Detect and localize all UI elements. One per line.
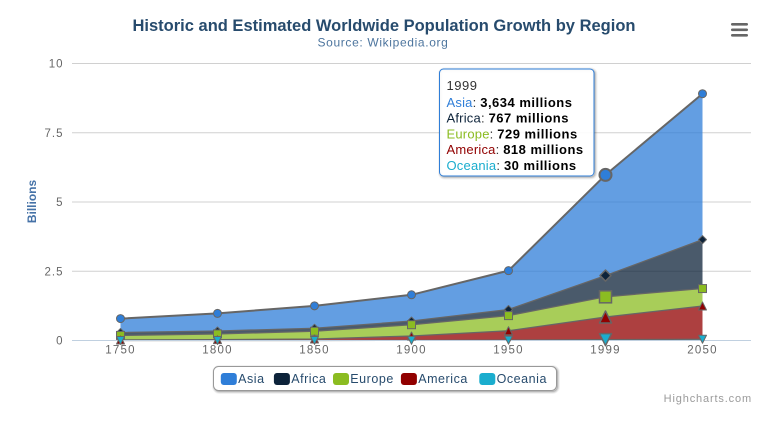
svg-text:Highcharts.com: Highcharts.com [664,393,752,405]
svg-text:1850: 1850 [299,345,329,357]
svg-text:Billions: Billions [25,180,39,224]
svg-text:1900: 1900 [396,345,426,357]
svg-text:America: 818 millions: America: 818 millions [447,142,584,157]
svg-text:Europe: 729 millions: Europe: 729 millions [447,126,578,141]
svg-text:7.5: 7.5 [45,128,64,140]
svg-text:Oceania: Oceania [497,372,547,386]
svg-text:Historic and Estimated Worldwi: Historic and Estimated Worldwide Populat… [133,17,636,35]
svg-text:2.5: 2.5 [45,266,64,278]
svg-text:0: 0 [56,336,63,348]
svg-text:2050: 2050 [687,345,717,357]
svg-text:10: 10 [49,59,64,71]
svg-text:1800: 1800 [202,345,232,357]
svg-text:Asia: 3,634 millions: Asia: 3,634 millions [447,95,573,110]
svg-text:1750: 1750 [105,345,135,357]
svg-text:Oceania: 30 millions: Oceania: 30 millions [447,158,577,173]
svg-text:5: 5 [56,197,63,209]
svg-text:Europe: Europe [350,372,394,386]
svg-text:1999: 1999 [447,78,478,93]
svg-text:America: America [418,372,468,386]
svg-text:Africa: Africa [291,372,326,386]
svg-text:Asia: Asia [238,372,265,386]
svg-text:1999: 1999 [590,345,620,357]
svg-text:Source: Wikipedia.org: Source: Wikipedia.org [317,36,448,50]
svg-text:Africa: 767 millions: Africa: 767 millions [447,111,569,126]
svg-text:1950: 1950 [493,345,523,357]
